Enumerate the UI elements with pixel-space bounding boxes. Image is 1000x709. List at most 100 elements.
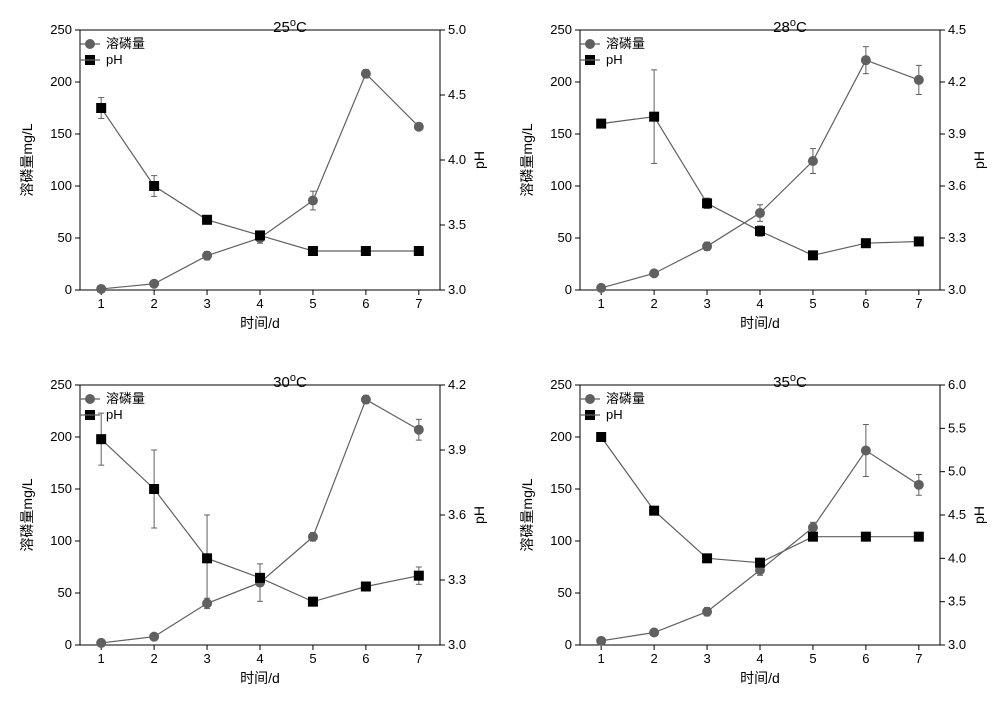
y-left-axis-label: 溶磷量mg/L bbox=[519, 123, 535, 196]
phosphorus-point bbox=[650, 628, 659, 637]
svg-text:6: 6 bbox=[362, 296, 369, 311]
series-ph-line bbox=[101, 108, 419, 251]
panel-25c: 12345670501001502002503.03.54.04.55.0时间/… bbox=[0, 0, 500, 355]
ph-point bbox=[808, 532, 817, 541]
svg-text:200: 200 bbox=[550, 74, 572, 89]
legend-label-phosphorus: 溶磷量 bbox=[606, 36, 645, 51]
svg-text:4.5: 4.5 bbox=[948, 22, 966, 37]
svg-text:4.2: 4.2 bbox=[448, 377, 466, 392]
ph-point bbox=[703, 199, 712, 208]
ph-point bbox=[914, 532, 923, 541]
svg-text:3.0: 3.0 bbox=[948, 637, 966, 652]
svg-text:250: 250 bbox=[550, 377, 572, 392]
svg-text:150: 150 bbox=[50, 126, 72, 141]
svg-text:3: 3 bbox=[203, 651, 210, 666]
ph-point bbox=[650, 112, 659, 121]
ph-point bbox=[650, 506, 659, 515]
chart-legend: 溶磷量pH bbox=[80, 36, 145, 67]
svg-text:3: 3 bbox=[203, 296, 210, 311]
phosphorus-point bbox=[414, 425, 423, 434]
ph-point bbox=[203, 215, 212, 224]
svg-text:100: 100 bbox=[50, 178, 72, 193]
legend-label-phosphorus: 溶磷量 bbox=[606, 391, 645, 406]
ph-point bbox=[97, 104, 106, 113]
phosphorus-point bbox=[150, 279, 159, 288]
y-right-axis-label: pH bbox=[471, 506, 487, 524]
y-left-axis-label: 溶磷量mg/L bbox=[519, 478, 535, 551]
svg-text:4: 4 bbox=[256, 296, 263, 311]
ph-point bbox=[308, 597, 317, 606]
phosphorus-point bbox=[361, 395, 370, 404]
svg-text:0: 0 bbox=[65, 282, 72, 297]
ph-point bbox=[861, 532, 870, 541]
svg-text:250: 250 bbox=[50, 22, 72, 37]
series-phosphorus-line bbox=[601, 450, 919, 640]
svg-text:100: 100 bbox=[50, 533, 72, 548]
y-right-axis-label: pH bbox=[471, 151, 487, 169]
legend-label-ph: pH bbox=[106, 407, 123, 422]
svg-text:3.3: 3.3 bbox=[448, 572, 466, 587]
svg-text:200: 200 bbox=[550, 429, 572, 444]
svg-text:5: 5 bbox=[309, 296, 316, 311]
svg-text:3.9: 3.9 bbox=[448, 442, 466, 457]
svg-text:50: 50 bbox=[558, 585, 572, 600]
svg-text:3.0: 3.0 bbox=[448, 282, 466, 297]
ph-point bbox=[97, 434, 106, 443]
svg-text:1: 1 bbox=[598, 296, 605, 311]
svg-text:0: 0 bbox=[565, 282, 572, 297]
svg-text:0: 0 bbox=[565, 637, 572, 652]
ph-point bbox=[597, 119, 606, 128]
svg-text:3.0: 3.0 bbox=[948, 282, 966, 297]
series-phosphorus-line bbox=[101, 74, 419, 289]
ph-point bbox=[808, 251, 817, 260]
phosphorus-point bbox=[203, 251, 212, 260]
svg-text:5.0: 5.0 bbox=[448, 22, 466, 37]
panel-svg-2: 12345670501001502002503.03.33.63.94.2时间/… bbox=[0, 355, 500, 709]
svg-text:0: 0 bbox=[65, 637, 72, 652]
phosphorus-point bbox=[650, 269, 659, 278]
svg-text:7: 7 bbox=[915, 651, 922, 666]
svg-text:200: 200 bbox=[50, 74, 72, 89]
svg-text:150: 150 bbox=[550, 126, 572, 141]
panel-title: 35oC bbox=[773, 372, 807, 391]
phosphorus-point bbox=[808, 522, 817, 531]
svg-text:6: 6 bbox=[862, 296, 869, 311]
phosphorus-point bbox=[308, 196, 317, 205]
svg-text:7: 7 bbox=[415, 296, 422, 311]
ph-point bbox=[361, 582, 370, 591]
panel-title: 28oC bbox=[773, 17, 807, 36]
svg-text:4.5: 4.5 bbox=[448, 87, 466, 102]
svg-text:1: 1 bbox=[98, 651, 105, 666]
svg-text:4: 4 bbox=[756, 296, 763, 311]
chart-legend: 溶磷量pH bbox=[80, 391, 145, 422]
svg-text:3.9: 3.9 bbox=[948, 126, 966, 141]
phosphorus-point bbox=[808, 157, 817, 166]
panel-28c: 12345670501001502002503.03.33.63.94.24.5… bbox=[500, 0, 1000, 355]
svg-text:50: 50 bbox=[558, 230, 572, 245]
svg-text:50: 50 bbox=[58, 585, 72, 600]
svg-text:150: 150 bbox=[550, 481, 572, 496]
x-axis-label: 时间/d bbox=[240, 315, 280, 331]
phosphorus-point bbox=[703, 607, 712, 616]
svg-text:2: 2 bbox=[151, 296, 158, 311]
panel-30c: 12345670501001502002503.03.33.63.94.2时间/… bbox=[0, 355, 500, 709]
svg-text:50: 50 bbox=[58, 230, 72, 245]
svg-text:5: 5 bbox=[809, 296, 816, 311]
svg-text:4.2: 4.2 bbox=[948, 74, 966, 89]
svg-text:7: 7 bbox=[915, 296, 922, 311]
phosphorus-point bbox=[861, 56, 870, 65]
phosphorus-point bbox=[97, 638, 106, 647]
svg-text:3: 3 bbox=[703, 296, 710, 311]
y-left-axis-label: 溶磷量mg/L bbox=[19, 478, 35, 551]
phosphorus-point bbox=[703, 242, 712, 251]
ph-point bbox=[150, 484, 159, 493]
ph-point bbox=[414, 247, 423, 256]
svg-text:250: 250 bbox=[50, 377, 72, 392]
ph-point bbox=[256, 231, 265, 240]
svg-text:4: 4 bbox=[256, 651, 263, 666]
x-axis-label: 时间/d bbox=[740, 670, 780, 686]
ph-point bbox=[703, 553, 712, 562]
phosphorus-point bbox=[914, 480, 923, 489]
ph-point bbox=[308, 247, 317, 256]
phosphorus-point bbox=[597, 283, 606, 292]
